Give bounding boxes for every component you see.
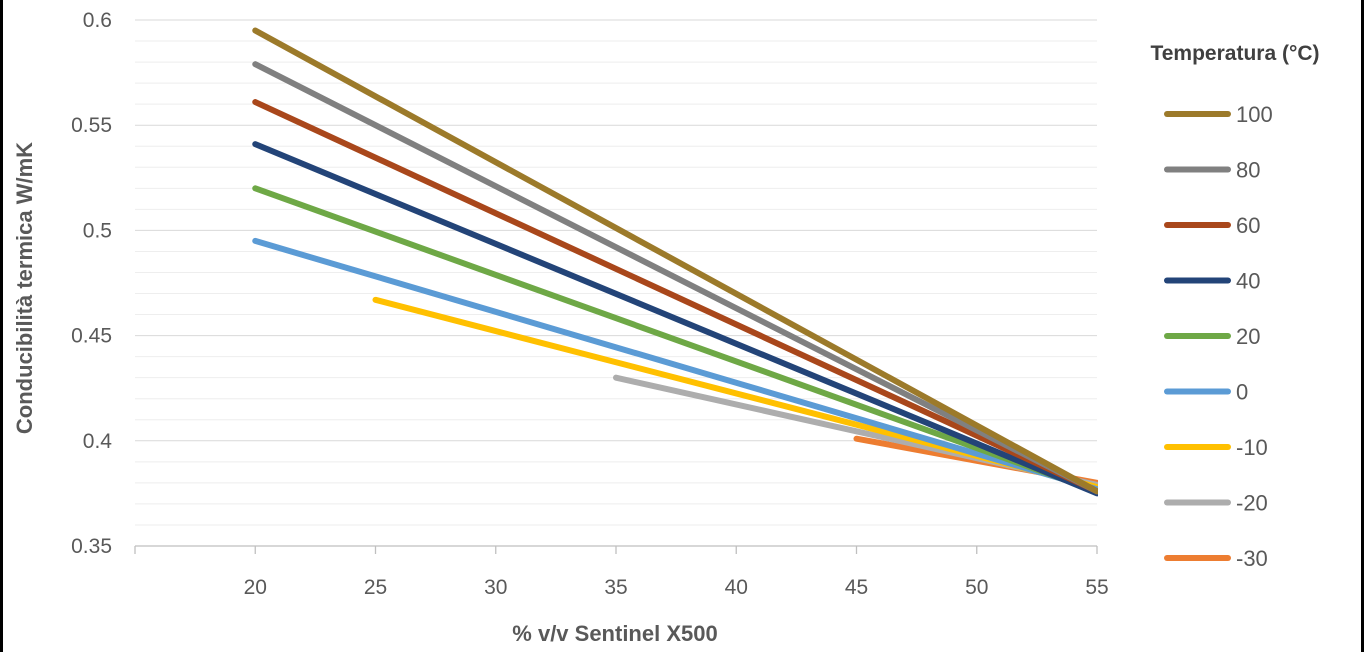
y-tick-label: 0.35 [71, 535, 112, 558]
x-tick-label: 50 [965, 576, 988, 599]
x-tick-label: 25 [364, 576, 387, 599]
x-axis-title: % v/v Sentinel X500 [512, 621, 717, 646]
legend-label-0: 0 [1236, 380, 1248, 405]
x-tick-label: 45 [845, 576, 868, 599]
frame-edge-left [0, 0, 3, 652]
legend-label-60: 60 [1236, 213, 1260, 238]
y-tick-label: 0.4 [83, 430, 113, 453]
frame-edge-right [1361, 0, 1364, 652]
legend-label-80: 80 [1236, 158, 1260, 183]
y-tick-label: 0.6 [83, 9, 112, 32]
series-line-100 [252, 27, 1098, 495]
legend-label--10: -10 [1236, 435, 1268, 460]
y-tick-label: 0.55 [71, 114, 112, 137]
x-tick-label: 55 [1085, 576, 1108, 599]
series-line-80 [252, 61, 1098, 495]
legend-label--30: -30 [1236, 546, 1268, 571]
series-line-60 [252, 99, 1098, 495]
series-line-0 [252, 237, 1098, 493]
x-tick-label: 40 [725, 576, 748, 599]
series-line-20 [252, 185, 1098, 495]
legend-label--20: -20 [1236, 491, 1268, 516]
series-line-40 [252, 141, 1098, 497]
y-axis-title: Conducibilità termica W/mK [12, 142, 37, 434]
legend-label-20: 20 [1236, 324, 1260, 349]
legend-label-100: 100 [1236, 102, 1273, 127]
legend-label-40: 40 [1236, 269, 1260, 294]
legend-title: Temperatura (°C) [1150, 42, 1319, 65]
y-tick-label: 0.5 [83, 219, 112, 242]
y-tick-label: 0.45 [71, 325, 112, 348]
legend: Temperatura (°C) 100 80 60 40 20 0 -10 -20 -30 [1150, 42, 1319, 571]
axes: 20 25 30 35 40 45 50 55 0.35 0.4 0.45 0.5 0.55 0.6 [71, 9, 1109, 599]
x-tick-label: 35 [604, 576, 627, 599]
series-lines [252, 27, 1098, 497]
grid [135, 19, 1097, 526]
x-tick-label: 20 [244, 576, 267, 599]
x-tick-label: 30 [484, 576, 507, 599]
